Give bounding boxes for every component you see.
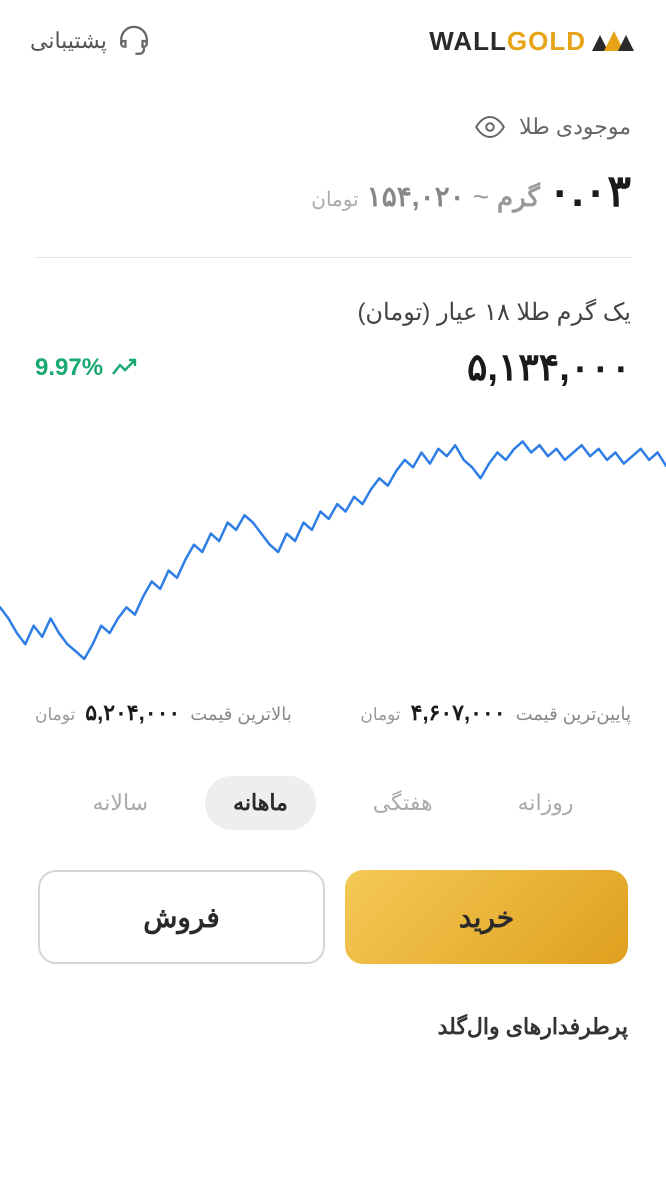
balance-title: موجودی طلا <box>519 114 631 140</box>
balance-toman-unit: تومان <box>311 187 358 212</box>
tab-weekly[interactable]: هفتگی <box>345 776 461 830</box>
price-label: یک گرم طلا ۱۸ عیار (تومان) <box>35 298 631 327</box>
logo: WALLGOLD <box>429 26 636 57</box>
buy-button[interactable]: خرید <box>345 870 628 964</box>
logo-icon <box>592 27 636 55</box>
support-button[interactable]: پشتیبانی <box>30 24 151 58</box>
price-chart <box>0 410 666 670</box>
logo-text-wall: WALL <box>429 26 507 56</box>
tab-monthly[interactable]: ماهانه <box>205 776 316 830</box>
fans-section-title: پرطرفدارهای وال‌گلد <box>0 1004 666 1050</box>
balance-unit: گرم <box>497 182 540 213</box>
price-change-percent: 9.97% <box>35 354 103 382</box>
balance-amount: ۰.۰۳ <box>548 166 631 217</box>
current-price: ۵,۱۳۴,۰۰۰ <box>467 345 631 390</box>
low-price-value: ۴,۶۰۷,۰۰۰ <box>411 700 506 726</box>
high-price: بالاترین قیمت ۵,۲۰۴,۰۰۰ تومان <box>35 700 292 726</box>
logo-text-gold: GOLD <box>507 26 586 56</box>
headset-icon <box>117 24 151 58</box>
tab-daily[interactable]: روزانه <box>490 776 602 830</box>
trend-up-icon <box>111 358 137 378</box>
low-price-unit: تومان <box>360 705 400 725</box>
support-label: پشتیبانی <box>30 28 107 54</box>
time-range-tabs: روزانه هفتگی ماهانه سالانه <box>0 746 666 870</box>
high-price-value: ۵,۲۰۴,۰۰۰ <box>85 700 180 726</box>
low-price: پایین‌ترین قیمت ۴,۶۰۷,۰۰۰ تومان <box>360 700 631 726</box>
price-change: 9.97% <box>35 354 137 382</box>
low-price-label: پایین‌ترین قیمت <box>516 704 631 725</box>
balance-toman-value: ۱۵۴,۰۲۰ <box>367 180 465 213</box>
eye-icon[interactable] <box>475 112 505 142</box>
tilde: ~ <box>473 181 489 213</box>
sell-button[interactable]: فروش <box>38 870 325 964</box>
high-price-label: بالاترین قیمت <box>190 704 292 725</box>
high-price-unit: تومان <box>35 705 75 725</box>
tab-yearly[interactable]: سالانه <box>65 776 177 830</box>
